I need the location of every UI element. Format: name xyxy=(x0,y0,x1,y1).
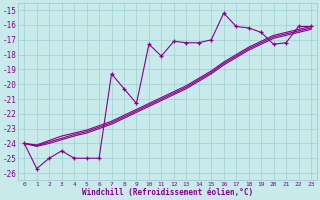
X-axis label: Windchill (Refroidissement éolien,°C): Windchill (Refroidissement éolien,°C) xyxy=(82,188,253,197)
